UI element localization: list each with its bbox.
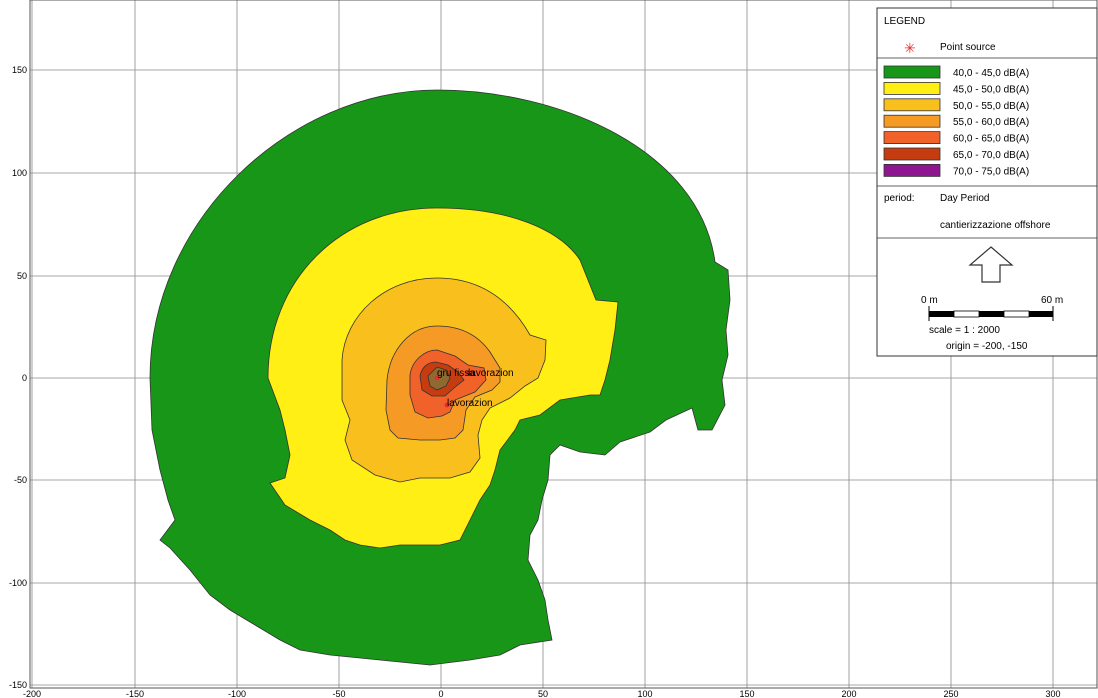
- legend-level-label: 70,0 - 75,0 dB(A): [953, 166, 1029, 177]
- x-tick-label: 200: [841, 689, 856, 698]
- origin-label: origin = -200, -150: [946, 341, 1028, 352]
- x-tick-label: 250: [943, 689, 958, 698]
- x-tick-label: -200: [23, 689, 41, 698]
- point-source-label: Point source: [940, 42, 996, 53]
- noise-contours: [149, 89, 731, 666]
- legend-level-label: 50,0 - 55,0 dB(A): [953, 101, 1029, 112]
- north-arrow-icon: [968, 246, 1014, 283]
- point-source-icon: [434, 375, 440, 381]
- legend-box: [876, 7, 1098, 357]
- y-tick-label: 0: [22, 373, 27, 383]
- x-tick-label: 50: [538, 689, 548, 698]
- legend-swatch: [883, 131, 941, 145]
- x-tick-label: 100: [637, 689, 652, 698]
- period-label: period:: [884, 193, 915, 204]
- y-tick-label: 100: [12, 168, 27, 178]
- legend-level-label: 40,0 - 45,0 dB(A): [953, 68, 1029, 79]
- scalebar-end-label: 60 m: [1041, 295, 1063, 306]
- point-source-icon: ✳: [904, 40, 916, 56]
- x-axis-ticks: -200 -150 -100 -50 0 50 100 150 200 250 300: [23, 689, 1061, 698]
- y-tick-label: -150: [9, 680, 27, 690]
- x-tick-label: -150: [126, 689, 144, 698]
- legend-level-label: 60,0 - 65,0 dB(A): [953, 134, 1029, 145]
- x-tick-label: 0: [438, 689, 443, 698]
- x-tick-label: -100: [228, 689, 246, 698]
- y-tick-label: -50: [14, 475, 27, 485]
- scale-label: scale = 1 : 2000: [929, 325, 1000, 336]
- y-axis-ticks: 150 100 50 0 -50 -100 -150: [9, 65, 27, 690]
- y-tick-label: 50: [17, 271, 27, 281]
- legend-level-label: 45,0 - 50,0 dB(A): [953, 84, 1029, 95]
- legend-swatch: [883, 147, 941, 161]
- y-tick-label: 150: [12, 65, 27, 75]
- legend-swatch: [883, 98, 941, 112]
- legend-title: LEGEND: [884, 16, 925, 27]
- scalebar: [928, 306, 1054, 321]
- legend-swatch: [883, 65, 941, 79]
- legend-swatch: [883, 114, 941, 128]
- source-label: lavorazion: [447, 398, 493, 409]
- legend-swatch: [883, 82, 941, 95]
- scenario-label: cantierizzazione offshore: [940, 220, 1051, 231]
- period-value: Day Period: [940, 193, 989, 204]
- source-label: gru fissa: [437, 368, 475, 379]
- legend: LEGEND ✳ Point source 40,0 - 45,0 dB(A)4…: [876, 7, 1098, 357]
- legend-level-label: 55,0 - 60,0 dB(A): [953, 117, 1029, 128]
- point-source-icon: [465, 370, 471, 376]
- point-source-icon: [444, 402, 450, 408]
- legend-level-label: 65,0 - 70,0 dB(A): [953, 150, 1029, 161]
- x-tick-label: 150: [739, 689, 754, 698]
- point-sources: gru fissa lavorazion lavorazion: [434, 368, 514, 409]
- y-tick-label: -100: [9, 578, 27, 588]
- source-label: lavorazion: [468, 368, 514, 379]
- x-tick-label: 300: [1045, 689, 1060, 698]
- x-tick-label: -50: [332, 689, 345, 698]
- legend-swatch: [883, 163, 941, 177]
- legend-levels: 40,0 - 45,0 dB(A) 45,0 - 50,0 dB(A) 50,0 -…: [883, 65, 1029, 177]
- scalebar-start-label: 0 m: [921, 295, 938, 306]
